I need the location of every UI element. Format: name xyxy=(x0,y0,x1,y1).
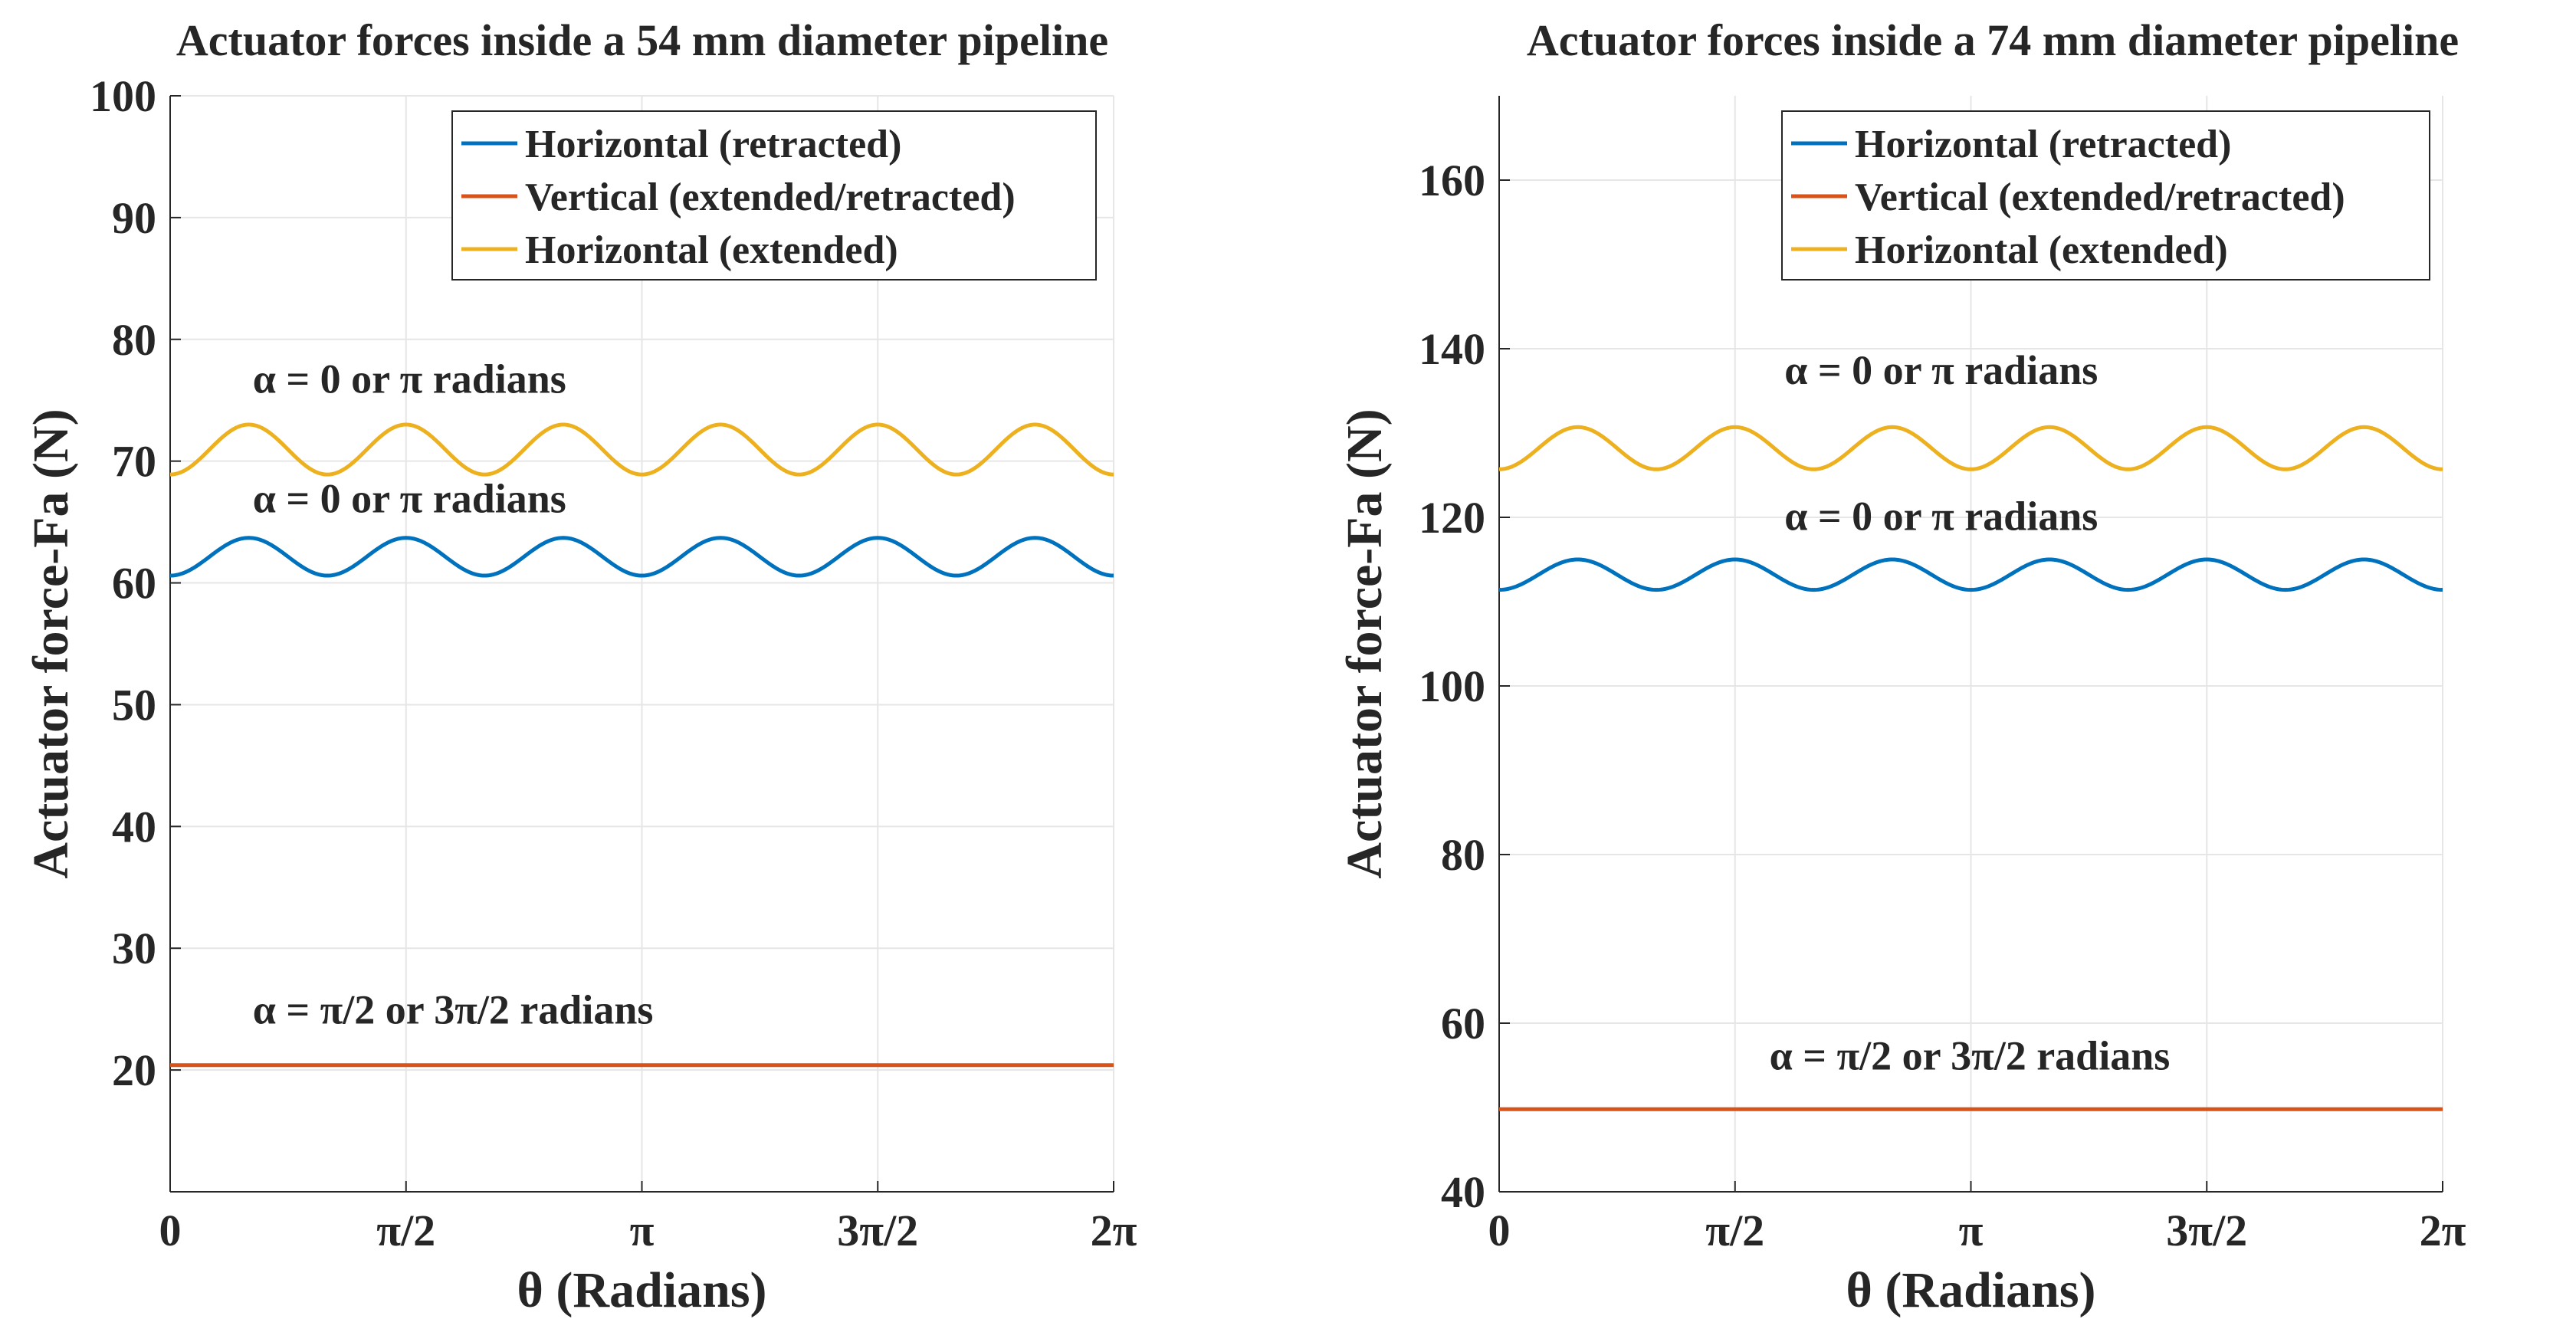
legend-label: Horizontal (extended) xyxy=(525,228,898,272)
x-tick-label: 0 xyxy=(159,1206,182,1255)
y-axis-label: Actuator force-Fa (N) xyxy=(23,409,79,878)
x-tick-label: 3π/2 xyxy=(837,1206,918,1255)
y-tick-label: 30 xyxy=(112,924,156,973)
y-tick-label: 100 xyxy=(1419,661,1485,711)
legend-label: Horizontal (retracted) xyxy=(525,123,901,166)
y-tick-label: 80 xyxy=(1441,830,1485,880)
legend-label: Horizontal (retracted) xyxy=(1855,123,2231,166)
x-tick-label: π xyxy=(630,1206,655,1255)
y-tick-label: 40 xyxy=(112,802,156,851)
y-tick-label: 90 xyxy=(112,193,156,243)
y-tick-label: 120 xyxy=(1419,493,1485,543)
y-tick-label: 40 xyxy=(1441,1167,1485,1217)
series-line-1 xyxy=(1498,557,2443,592)
y-tick-label: 20 xyxy=(112,1045,156,1095)
y-tick-label: 50 xyxy=(112,680,156,730)
x-tick-label: 2π xyxy=(2420,1206,2466,1255)
y-tick-label: 60 xyxy=(1441,999,1485,1048)
x-tick-label: π/2 xyxy=(1705,1206,1764,1255)
chart-title: Actuator forces inside a 74 mm diameter … xyxy=(1527,15,2459,65)
chart-title: Actuator forces inside a 54 mm diameter … xyxy=(176,15,1108,65)
y-tick-label: 100 xyxy=(90,71,156,121)
annotation: α = 0 or π radians xyxy=(1784,347,2098,393)
legend-box xyxy=(451,110,1097,281)
annotation: α = 0 or π radians xyxy=(253,356,566,402)
y-tick-label: 80 xyxy=(112,315,156,365)
y-tick-label: 60 xyxy=(112,559,156,609)
annotation: α = π/2 or 3π/2 radians xyxy=(253,987,654,1033)
annotation: α = 0 or π radians xyxy=(1784,494,2098,540)
x-tick-label: 0 xyxy=(1488,1206,1511,1255)
annotation: α = π/2 or 3π/2 radians xyxy=(1770,1033,2171,1079)
legend: Horizontal (retracted) Vertical (extended… xyxy=(1781,110,2430,281)
y-tick-label: 140 xyxy=(1419,324,1485,374)
x-tick-label: 3π/2 xyxy=(2166,1206,2247,1255)
series-line-3 xyxy=(169,422,1114,477)
y-tick-label: 160 xyxy=(1419,156,1485,205)
legend-label: Vertical (extended/retracted) xyxy=(525,176,1016,219)
legend-label: Vertical (extended/retracted) xyxy=(1855,176,2345,219)
annotation: α = 0 or π radians xyxy=(253,475,566,521)
chart-panel-1: Actuator forces inside a 54 mm diameter … xyxy=(23,15,1137,1318)
series-line-3 xyxy=(1498,425,2443,471)
x-tick-label: π/2 xyxy=(376,1206,435,1255)
legend-box xyxy=(1781,110,2430,281)
x-axis-label: θ (Radians) xyxy=(1846,1262,2095,1318)
legend-label: Horizontal (extended) xyxy=(1855,228,2228,272)
legend: Horizontal (retracted) Vertical (extended… xyxy=(451,110,1097,281)
chart-panel-2: Actuator forces inside a 74 mm diameter … xyxy=(1337,15,2466,1318)
y-axis-label: Actuator force-Fa (N) xyxy=(1337,409,1393,878)
x-tick-label: 2π xyxy=(1091,1206,1137,1255)
y-tick-label: 70 xyxy=(112,437,156,487)
x-tick-label: π xyxy=(1959,1206,1984,1255)
x-axis-label: θ (Radians) xyxy=(517,1262,766,1318)
series-line-1 xyxy=(169,536,1114,578)
